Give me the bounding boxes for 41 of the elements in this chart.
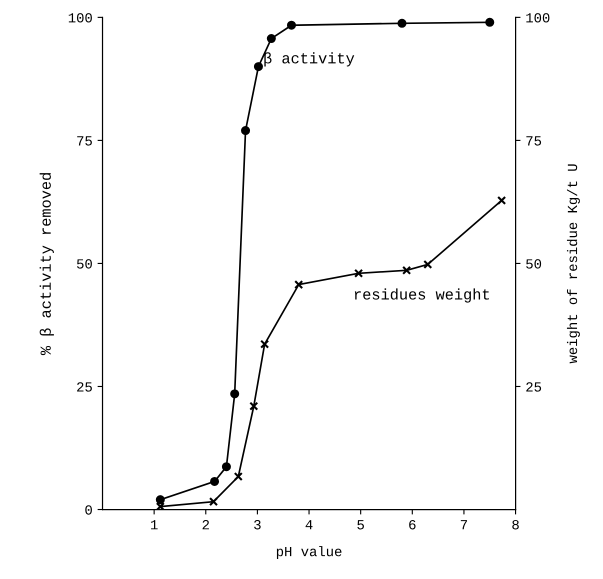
point [260,340,270,349]
y2-axis-title: weight of residue Kg/t U [566,164,580,364]
y-tick-label: 75 [77,136,92,146]
x-tick-label: 4 [306,520,312,530]
x-tick-label: 2 [202,520,209,530]
y-axis-title: % β activity removed [40,173,54,356]
series-label: residues weight [354,288,489,303]
point [423,260,432,269]
point [286,20,296,30]
x-tick-label: 7 [460,520,468,530]
y2-tick-label: 50 [526,259,542,269]
y2-tick-label: 100 [526,13,550,23]
y-tick-label: 25 [77,382,92,392]
point [209,497,218,506]
y-tick-label: 100 [68,13,92,23]
x-tick-label: 6 [409,520,416,530]
series-label: β activity [264,52,354,67]
point [241,126,250,136]
point [497,196,506,205]
point [222,462,231,472]
point [294,280,304,290]
point [230,389,240,398]
point [249,402,258,411]
point [397,18,406,28]
point [234,472,243,482]
point [266,34,276,44]
x-tick-label: 5 [357,520,364,530]
y-tick-label: 0 [85,505,92,515]
x-tick-label: 3 [254,520,261,530]
point [402,266,412,275]
x-axis-title: pH value [276,546,342,560]
y2-tick-label: 75 [526,136,542,146]
point [354,268,364,278]
x-tick-label: 8 [512,520,519,530]
y-tick-label: 50 [76,259,92,269]
point [156,495,165,504]
point [485,18,494,27]
x-tick-label: 1 [150,520,158,530]
point [210,476,220,486]
y2-tick-label: 25 [526,382,542,392]
point [254,62,263,72]
